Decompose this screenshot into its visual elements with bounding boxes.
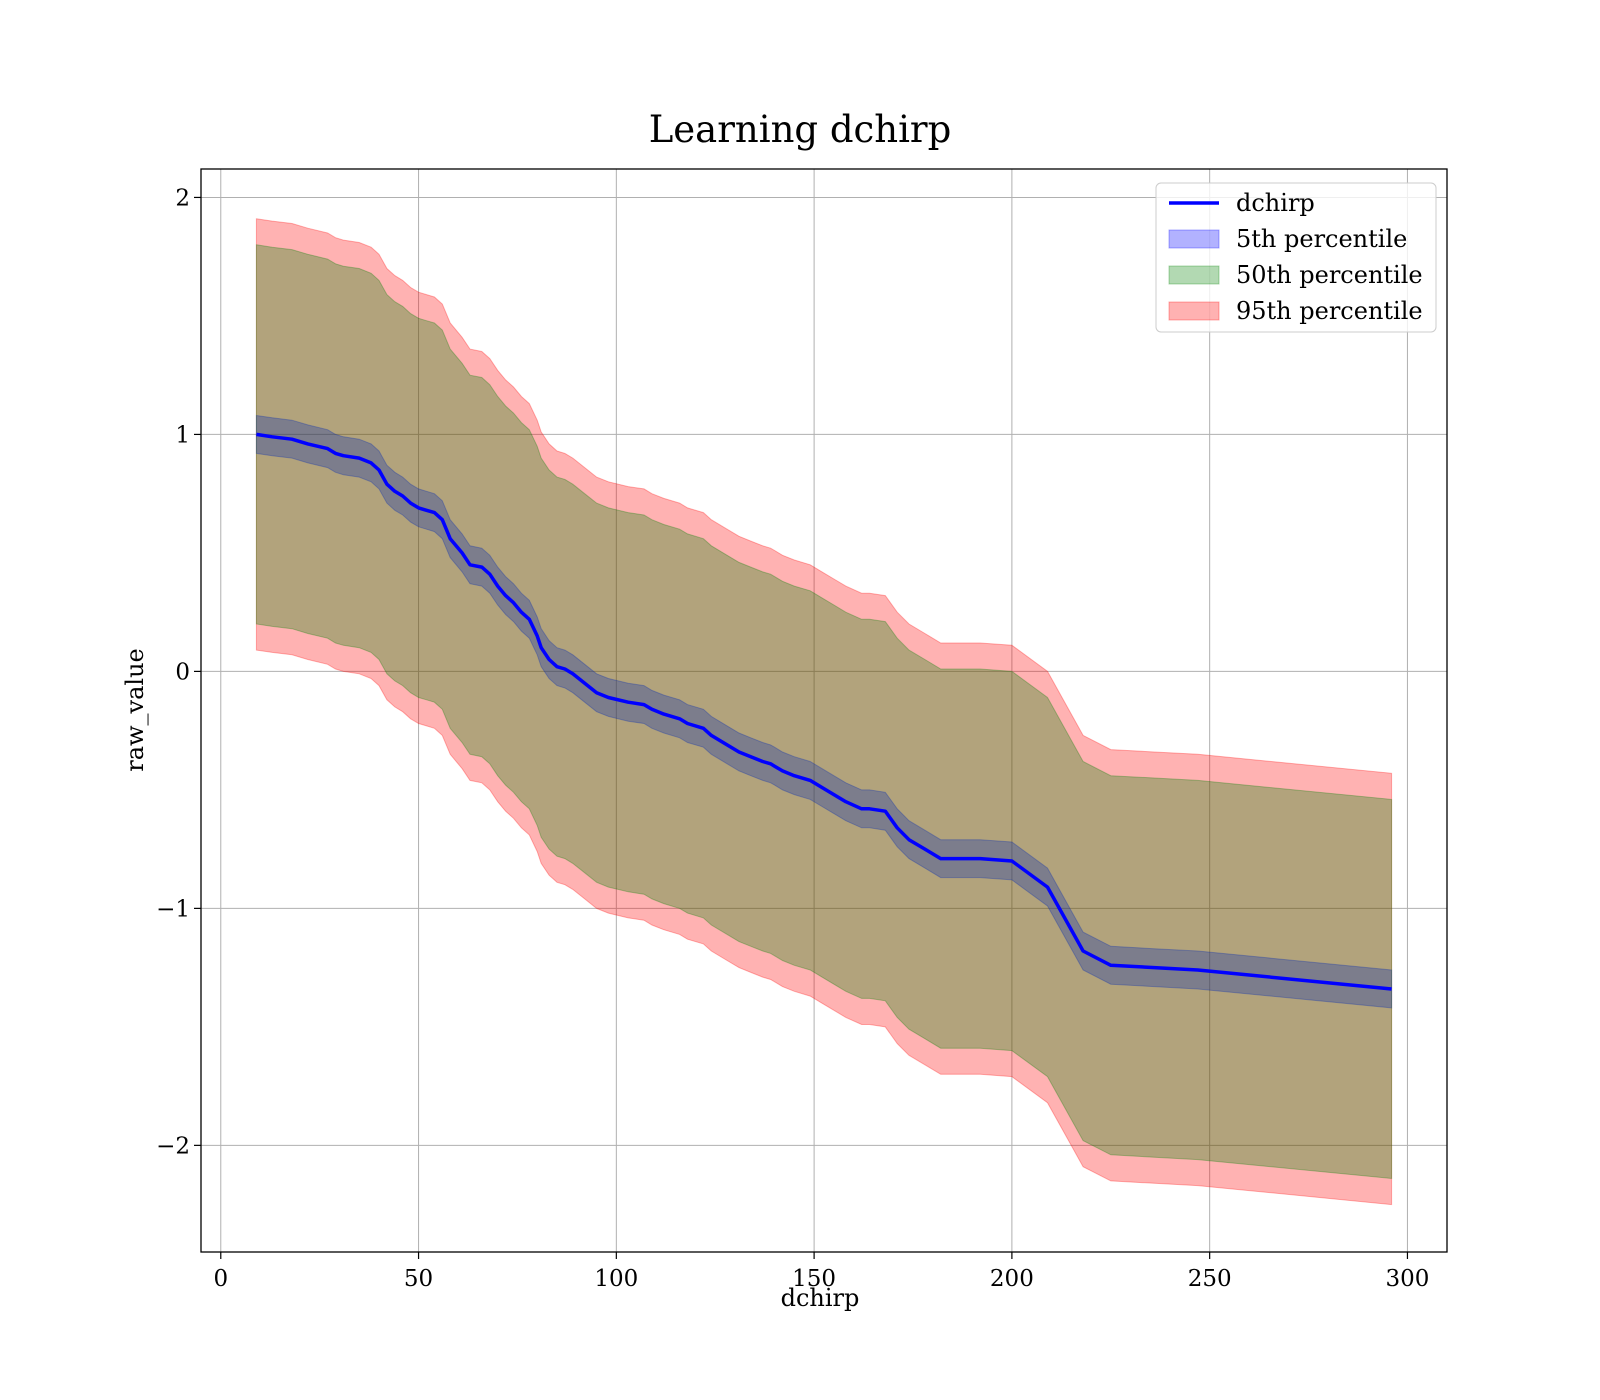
series-lines [256, 432, 1392, 991]
y-axis-label: raw_value [121, 648, 149, 772]
band-95th-percentile [255, 218, 1393, 1206]
percentile-bands [255, 218, 1393, 1206]
legend: dchirp 5th percentile 50th percentile 95th … [1155, 182, 1437, 333]
x-tick-label: 200 [990, 1266, 1034, 1292]
legend-swatch-patch [1168, 301, 1220, 321]
y-axis-ticks: −2 −1 0 1 2 [156, 185, 201, 1159]
y-tick-label: −2 [156, 1133, 190, 1159]
x-tick-label: 50 [404, 1266, 433, 1292]
x-tick-label: 250 [1188, 1266, 1232, 1292]
x-tick-label: 0 [213, 1266, 228, 1292]
x-tick-label: 100 [594, 1266, 638, 1292]
plot-frame [200, 168, 1448, 1253]
x-tick-label: 150 [792, 1266, 836, 1292]
legend-swatch-patch [1168, 265, 1220, 285]
legend-entry: 50th percentile [1236, 261, 1423, 289]
legend-box [1155, 182, 1437, 333]
band-50th-percentile [255, 244, 1393, 1180]
x-axis-label: dchirp [781, 1284, 860, 1312]
legend-swatch-patch [1168, 229, 1220, 249]
x-axis-ticks: 0 50 100 150 200 250 300 [213, 1252, 1429, 1292]
legend-entry: 95th percentile [1236, 297, 1423, 325]
x-tick-label: 300 [1385, 1266, 1429, 1292]
band-5th-percentile [255, 414, 1393, 1009]
legend-entry: dchirp [1236, 189, 1315, 217]
y-tick-label: 0 [175, 659, 190, 685]
series-line-dchirp [256, 432, 1392, 991]
legend-entry: 5th percentile [1236, 225, 1407, 253]
y-tick-label: 1 [175, 422, 190, 448]
grid [201, 169, 1447, 1252]
y-tick-label: −1 [156, 896, 190, 922]
chart-title: Learning dchirp [649, 108, 952, 151]
y-tick-label: 2 [175, 185, 190, 211]
